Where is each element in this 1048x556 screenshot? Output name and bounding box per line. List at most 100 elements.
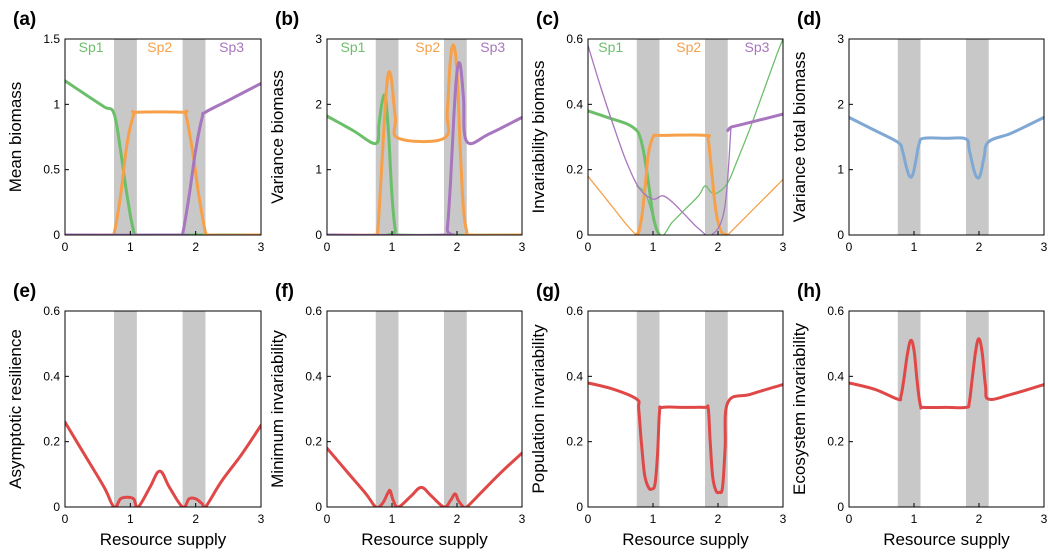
x-tick-label: 2 <box>454 240 461 254</box>
panel-b: 0 1 2 3 0 1 2 3 (b) Variance biomass Sp1 Sp2 Sp3 <box>268 9 526 254</box>
series-group <box>65 420 261 507</box>
x-tick-label: 1 <box>911 240 918 254</box>
x-tick-label: 2 <box>454 512 461 526</box>
series-line-sp3-thin- <box>588 44 732 235</box>
y-axis-label: Variance biomass <box>268 70 287 204</box>
x-tick-label: 0 <box>324 512 331 526</box>
y-tick-label: 0 <box>53 500 60 514</box>
series-group <box>588 381 783 495</box>
y-tick-label: 0 <box>315 500 322 514</box>
y-tick-label: 1 <box>837 163 844 177</box>
y-tick-label: 3 <box>837 32 844 46</box>
axes-frame <box>848 38 1045 236</box>
panel-letter: (b) <box>275 9 299 30</box>
species-label-sp3: Sp3 <box>480 39 505 55</box>
y-tick-label: 0.4 <box>305 369 322 383</box>
x-axis-label: Resource supply <box>361 530 488 549</box>
y-tick-label: 1 <box>315 163 322 177</box>
y-tick-label: 0 <box>837 228 844 242</box>
y-axis-label: Population invariability <box>529 324 548 494</box>
series-line-sp3 <box>726 112 783 132</box>
series-line-sp1 <box>588 109 661 235</box>
x-tick-label: 1 <box>389 240 396 254</box>
x-tick-label: 3 <box>258 512 265 526</box>
y-tick-label: 0.6 <box>43 304 60 318</box>
y-tick-label: 3 <box>315 32 322 46</box>
y-axis-label: Invariability biomass <box>529 60 548 213</box>
x-tick-label: 0 <box>324 240 331 254</box>
series-group <box>588 38 783 235</box>
y-tick-label: 1.5 <box>43 32 60 46</box>
y-axis-label: Variance total biomass <box>790 52 809 223</box>
series-line-sp2 <box>65 109 261 235</box>
series-group <box>327 43 522 235</box>
panel-e: 0 1 2 3 0 0.2 0.4 0.6 (e) Asymptotic resilience Re… <box>6 281 265 549</box>
shaded-region <box>182 39 206 235</box>
panel-g: 0 1 2 3 0 0.2 0.4 0.6 (g) Population invariabilit… <box>529 281 787 549</box>
series-line-minimum-invariability <box>327 446 522 507</box>
y-tick-label: 1 <box>53 97 60 111</box>
x-tick-label: 1 <box>650 240 657 254</box>
x-tick-label: 1 <box>127 512 134 526</box>
x-tick-label: 2 <box>715 512 722 526</box>
shaded-region <box>444 311 467 507</box>
y-tick-label: 0.2 <box>43 435 60 449</box>
y-tick-label: 0 <box>315 228 322 242</box>
species-label-sp3: Sp3 <box>219 39 244 55</box>
x-tick-label: 1 <box>389 512 396 526</box>
shaded-region <box>375 311 399 507</box>
panel-c: 0 1 2 3 0 0.2 0.4 0.6 (c) Invariability biomass Sp… <box>529 9 787 254</box>
axes-frame <box>64 38 262 236</box>
x-tick-label: 2 <box>976 512 983 526</box>
x-tick-label: 0 <box>846 240 853 254</box>
series-line-sp1 <box>327 93 522 235</box>
x-axis-label: Resource supply <box>100 530 227 549</box>
x-tick-label: 2 <box>715 240 722 254</box>
y-tick-label: 0 <box>576 500 583 514</box>
x-tick-label: 2 <box>192 240 199 254</box>
species-label-sp3: Sp3 <box>745 39 770 55</box>
x-tick-label: 0 <box>585 512 592 526</box>
axes-frame <box>587 310 784 508</box>
series-line-sp1-thin- <box>636 38 783 235</box>
series-line-sp2 <box>327 43 522 235</box>
panel-f: 0 1 2 3 0 0.2 0.4 0.6 (f) Minimum invariability Re… <box>268 281 526 549</box>
y-tick-label: 0.4 <box>566 97 583 111</box>
series-group <box>849 115 1044 180</box>
x-tick-label: 1 <box>650 512 657 526</box>
axes-frame <box>587 38 784 236</box>
y-tick-label: 0.2 <box>827 435 844 449</box>
species-label-sp2: Sp2 <box>147 39 172 55</box>
y-tick-label: 2 <box>837 97 844 111</box>
axes-frame <box>848 310 1045 508</box>
axes-frame <box>64 310 262 508</box>
x-tick-label: 0 <box>846 512 853 526</box>
y-tick-label: 0 <box>576 228 583 242</box>
y-tick-label: 0.6 <box>305 304 322 318</box>
shaded-region <box>114 311 137 507</box>
x-tick-label: 0 <box>62 240 69 254</box>
series-line-sp3 <box>327 61 522 235</box>
species-label-sp2: Sp2 <box>676 39 701 55</box>
shaded-region <box>182 311 206 507</box>
x-tick-label: 3 <box>780 240 787 254</box>
axes-frame <box>326 310 523 508</box>
y-tick-label: 0.2 <box>566 435 583 449</box>
species-label-sp1: Sp1 <box>79 39 104 55</box>
series-group <box>65 79 261 235</box>
x-tick-label: 0 <box>585 240 592 254</box>
x-tick-label: 2 <box>976 240 983 254</box>
y-tick-label: 0 <box>53 228 60 242</box>
shaded-region <box>636 39 660 235</box>
y-tick-label: 2 <box>315 97 322 111</box>
panel-letter: (d) <box>797 9 821 30</box>
series-line-total <box>849 115 1044 180</box>
panel-letter: (e) <box>13 281 36 302</box>
species-label-sp1: Sp1 <box>341 39 366 55</box>
series-line-ecosystem-invariability <box>849 337 1044 410</box>
x-axis-label: Resource supply <box>622 530 749 549</box>
y-tick-label: 0.4 <box>566 369 583 383</box>
y-tick-label: 0.2 <box>566 163 583 177</box>
series-line-sp1 <box>65 79 261 235</box>
